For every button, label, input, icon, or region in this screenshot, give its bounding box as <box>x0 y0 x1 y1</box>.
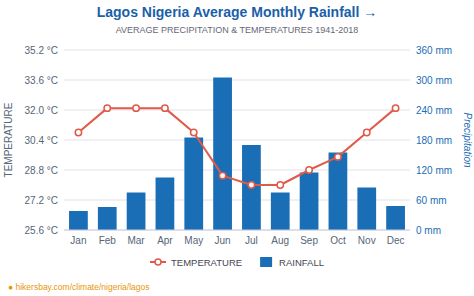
bar <box>329 153 348 231</box>
line <box>78 108 395 185</box>
marker <box>306 167 312 173</box>
legend-swatch <box>155 259 161 265</box>
x-tick-label: Jun <box>215 235 231 246</box>
marker <box>364 129 370 135</box>
title: Lagos Nigeria Average Monthly Rainfall → <box>97 4 378 20</box>
y-tick-label: 25.6 °C <box>25 225 58 236</box>
marker <box>335 154 341 160</box>
marker <box>277 182 283 188</box>
x-tick-label: Sep <box>300 235 318 246</box>
grid-line <box>64 110 410 111</box>
y2-tick-label: 0 mm <box>416 225 441 236</box>
legend-label: RAINFALL <box>279 257 324 268</box>
x-tick-label: Feb <box>99 235 117 246</box>
bar <box>242 145 261 230</box>
annotation: ● hikersbay.com/climate/nigeria/lagos <box>8 282 150 292</box>
y2-tick-label: 180 mm <box>416 135 452 146</box>
data <box>69 78 405 231</box>
grid-line <box>64 170 410 171</box>
y-axis: 25.6 °C 27.2 °C 28.8 °C 30.4 °C 32.0 °C 33.6 … <box>3 45 58 236</box>
bar <box>386 206 405 230</box>
grid <box>64 50 410 230</box>
marker <box>75 129 81 135</box>
subtitle: AVERAGE PRECIPITATION & TEMPERATURES 194… <box>116 25 359 35</box>
bar <box>156 178 175 231</box>
y-axis-label: TEMPERATURE <box>3 102 14 177</box>
y-tick-label: 32.0 °C <box>25 105 58 116</box>
legend: TEMPERATURE RAINFALL <box>150 257 324 268</box>
legend-label: TEMPERATURE <box>171 257 242 268</box>
marker <box>191 129 197 135</box>
x-axis: Jan Feb Mar Apr May Jun Jul Aug Sep Oct Nov Dec <box>70 235 404 246</box>
legend-swatch <box>260 257 272 267</box>
y2-tick-label: 120 mm <box>416 165 452 176</box>
bar <box>213 78 232 231</box>
y-tick-label: 28.8 °C <box>25 165 58 176</box>
legend-item: RAINFALL <box>260 257 324 268</box>
y2-axis: 0 mm 60 mm 120 mm 180 mm 240 mm 300 mm 360 mm P… <box>416 45 473 236</box>
x-tick-label: May <box>184 235 203 246</box>
y-tick-label: 33.6 °C <box>25 75 58 86</box>
x-tick-label: Mar <box>127 235 145 246</box>
x-tick-label: Aug <box>271 235 289 246</box>
bar <box>98 207 117 230</box>
x-tick-label: Jan <box>70 235 86 246</box>
marker <box>392 105 398 111</box>
y2-axis-label: Precipitation <box>462 112 473 167</box>
bar <box>271 193 290 231</box>
marker <box>104 105 110 111</box>
y-tick-label: 30.4 °C <box>25 135 58 146</box>
bar <box>357 188 376 231</box>
x-tick-label: Nov <box>358 235 376 246</box>
baseline <box>64 230 410 231</box>
marker <box>219 172 225 178</box>
marker <box>133 105 139 111</box>
legend-item: TEMPERATURE <box>150 257 242 268</box>
marker <box>248 182 254 188</box>
x-tick-label: Oct <box>330 235 346 246</box>
grid-line <box>64 230 410 231</box>
y2-tick-label: 360 mm <box>416 45 452 56</box>
grid-line <box>64 80 410 81</box>
y-tick-label: 35.2 °C <box>25 45 58 56</box>
x-tick-label: Apr <box>157 235 173 246</box>
x-tick-label: Dec <box>387 235 405 246</box>
y2-tick-label: 60 mm <box>416 195 447 206</box>
grid-line <box>64 50 410 51</box>
bar <box>184 138 203 231</box>
y2-tick-label: 300 mm <box>416 75 452 86</box>
bar <box>69 211 88 230</box>
y-tick-label: 27.2 °C <box>25 195 58 206</box>
bar <box>300 173 319 231</box>
chart: Lagos Nigeria Average Monthly Rainfall →… <box>0 0 474 296</box>
marker <box>162 105 168 111</box>
y2-tick-label: 240 mm <box>416 105 452 116</box>
x-tick-label: Jul <box>245 235 258 246</box>
bar <box>127 193 146 231</box>
